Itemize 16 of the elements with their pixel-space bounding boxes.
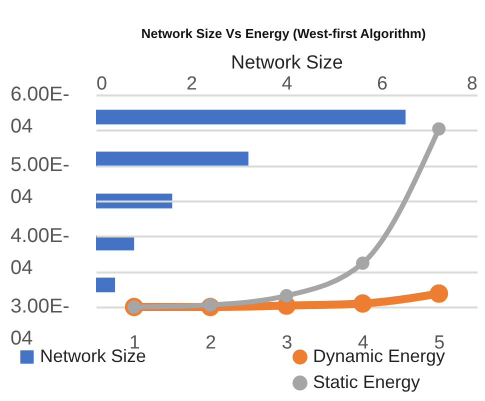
x-tick-label: 2 [186, 74, 198, 94]
x-tick-label: 0 [96, 74, 108, 94]
x-tick-label: 2 [206, 332, 216, 354]
x-tick-label: 8 [466, 74, 478, 94]
x-tick-label: 4 [358, 332, 369, 354]
x-tick-label: 6 [376, 74, 388, 94]
chart-title: Network Size Vs Energy (West-first Algorithm) [141, 26, 426, 41]
y-tick-label: 4.00E-04 [10, 224, 70, 279]
x-tick-label: 1 [129, 332, 140, 354]
y-tick-label: 3.00E-04 [10, 296, 70, 350]
y-tick-label: 5.00E-04 [10, 154, 70, 208]
x-tick-label: 4 [282, 74, 293, 94]
legend-label: Static Energy [313, 372, 420, 392]
x-tick-label: 3 [282, 332, 292, 354]
x-axis-title: Network Size [231, 52, 343, 74]
y-tick-label: 6.00E-04 [10, 84, 70, 138]
